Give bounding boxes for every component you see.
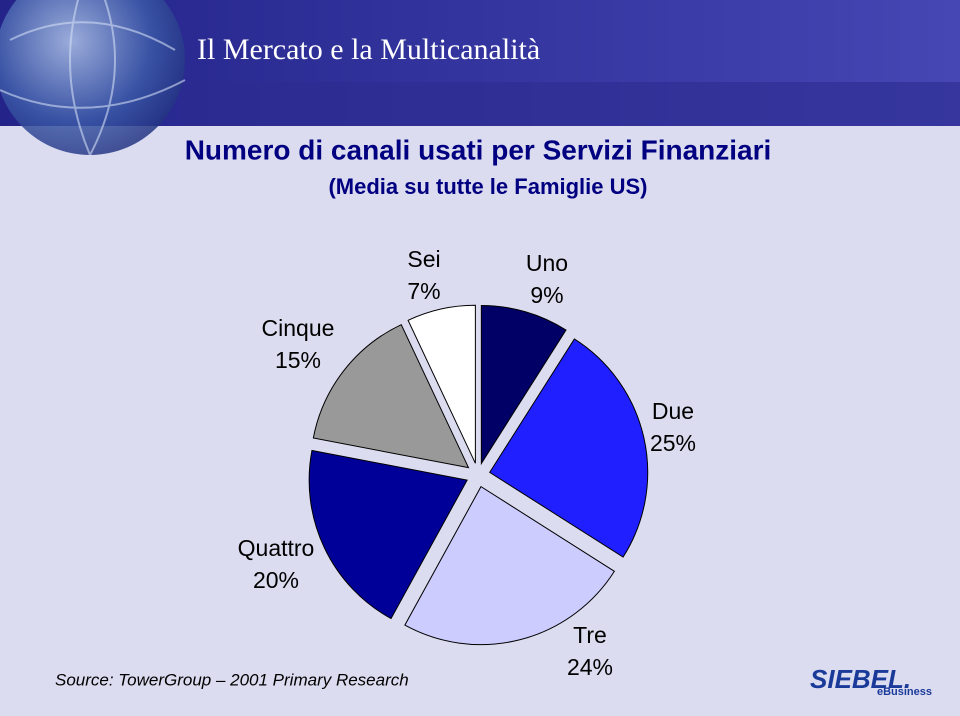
chart-subtitle: (Media su tutte le Famiglie US) [328, 174, 647, 199]
pie-slice [407, 304, 476, 464]
logo: SIEBEL. [810, 664, 911, 694]
pie-slice [308, 449, 468, 620]
slice-name: Due [652, 398, 694, 424]
slice-name: Tre [573, 622, 607, 648]
slice-value-label: 24% [567, 654, 613, 680]
chart-title: Numero di canali usati per Servizi Finan… [185, 134, 772, 165]
source: Source: TowerGroup – 2001 Primary Resear… [55, 670, 409, 689]
slice-value-label: 15% [275, 347, 321, 373]
globe-lines [0, 0, 186, 156]
slice-value-label: 20% [253, 567, 299, 593]
logo-tagline: eBusiness [877, 686, 932, 698]
slice-value-label: 25% [650, 430, 696, 456]
pie-slice [489, 338, 649, 558]
slice-name: Cinque [262, 315, 335, 341]
slice-value-label: 7% [407, 278, 440, 304]
slice-name: Uno [526, 250, 568, 276]
pie [308, 304, 649, 646]
pie-slice [480, 304, 567, 466]
globe [0, 0, 185, 155]
pie-slice [404, 485, 616, 646]
slice-name: Quattro [238, 535, 315, 561]
slice-name: Sei [407, 246, 440, 272]
slice-value-label: 9% [530, 282, 563, 308]
header-stripe [180, 82, 960, 126]
pie-slice [312, 324, 470, 469]
slide-title: Il Mercato e la Multicanalità [197, 33, 540, 66]
